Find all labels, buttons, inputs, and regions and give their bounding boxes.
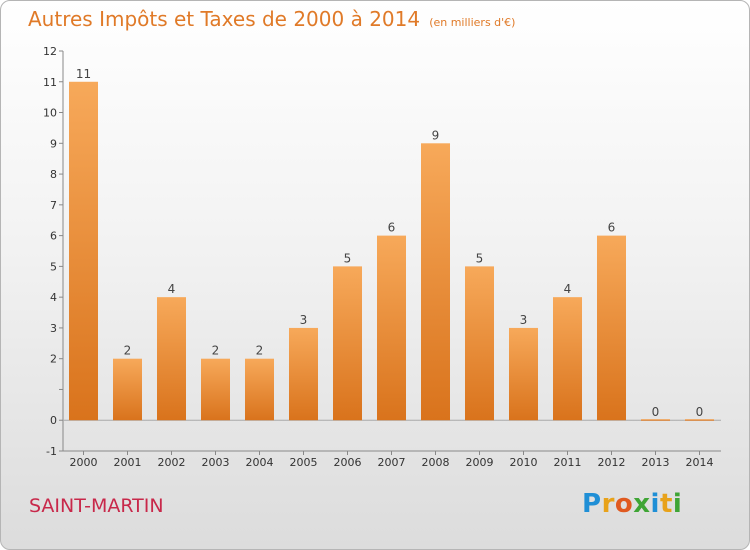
bar [465,266,494,421]
unit-note: (en milliers d'€) [429,16,516,29]
bar [509,327,538,421]
x-tick-label: 2008 [422,456,450,469]
bar [421,143,450,421]
chart-title: Autres Impôts et Taxes de 2000 à 2014 (e… [28,7,515,31]
bar [377,235,406,421]
x-tick-label: 2006 [334,456,362,469]
x-tick-label: 2002 [158,456,186,469]
data-label: 5 [344,251,352,265]
logo-letter: r [601,489,615,519]
bar [69,81,98,421]
y-tick-label: 8 [50,168,57,181]
data-label: 4 [168,282,176,296]
y-tick-label: 9 [50,137,57,150]
data-label: 2 [124,344,132,358]
y-tick-label: 7 [50,199,57,212]
y-tick-label: 10 [43,107,57,120]
x-tick-label: 2012 [598,456,626,469]
data-label: 9 [432,128,440,142]
y-tick-label: 2 [50,353,57,366]
data-label: 0 [696,405,704,419]
proxiti-logo: Proxiti [582,489,682,519]
data-label: 6 [388,221,396,235]
data-label: 11 [76,67,91,81]
x-tick-label: 2010 [510,456,538,469]
x-tick-label: 2005 [290,456,318,469]
data-label: 0 [652,405,660,419]
data-label: 3 [300,313,308,327]
data-label: 4 [564,282,572,296]
bar [597,235,626,421]
x-tick-label: 2014 [686,456,714,469]
bar [201,358,230,421]
bar [685,419,714,421]
data-label: 6 [608,221,616,235]
y-tick-label: 6 [50,230,57,243]
logo-letter: o [614,489,634,519]
logo-letter: P [582,489,602,519]
bar [553,297,582,421]
chart-title-text: Autres Impôts et Taxes de 2000 à 2014 [28,7,421,31]
x-tick-label: 2013 [642,456,670,469]
y-tick-label: 4 [50,291,57,304]
x-tick-label: 2004 [246,456,274,469]
logo-letter: i [650,489,660,519]
x-tick-label: 2011 [554,456,582,469]
x-tick-label: 2001 [114,456,142,469]
logo-letter: x [633,489,651,519]
x-tick-label: 2007 [378,456,406,469]
x-tick-label: 2009 [466,456,494,469]
y-tick-label: 3 [50,322,57,335]
commune-name: SAINT-MARTIN [29,495,164,517]
bar [113,358,142,421]
bar [157,297,186,421]
data-label: 2 [212,344,220,358]
logo-letter: i [672,489,683,519]
y-tick-label: 11 [43,76,57,89]
x-tick-label: 2003 [202,456,230,469]
data-label: 2 [256,344,264,358]
bar [641,419,670,421]
y-tick-label: -1 [46,445,57,458]
logo-letter: t [659,489,673,519]
data-label: 5 [476,251,484,265]
y-tick-label: 5 [50,260,57,273]
bar [245,358,274,421]
y-tick-label: 0 [50,414,57,427]
bar [289,327,318,421]
y-tick-label: 12 [43,45,57,58]
x-tick-label: 2000 [70,456,98,469]
bar [333,266,362,421]
data-label: 3 [520,313,528,327]
